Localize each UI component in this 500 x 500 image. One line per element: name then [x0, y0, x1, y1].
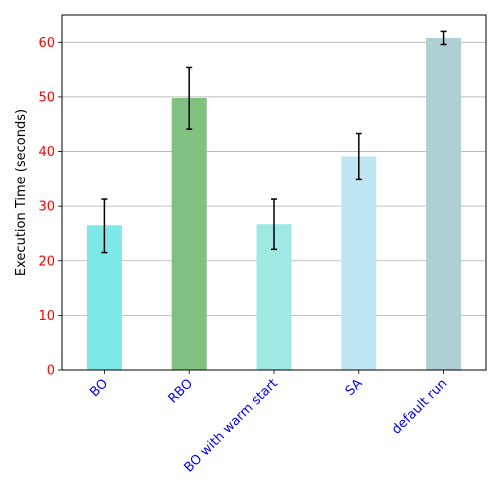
bar: [341, 156, 377, 370]
y-axis-label: Execution Time (seconds): [14, 109, 29, 276]
x-tick-label: BO with warm start: [181, 376, 280, 475]
y-axis-ticks: 0 10 20 30 40 50 60: [38, 36, 62, 379]
y-tick-label: 50: [38, 90, 55, 105]
x-tick-label: SA: [343, 376, 366, 399]
y-tick-label: 10: [38, 309, 55, 324]
y-tick-label: 40: [38, 145, 55, 160]
y-tick-label: 0: [47, 364, 55, 379]
y-tick-label: 60: [38, 36, 55, 51]
x-tick-label: default run: [389, 376, 450, 437]
bar: [426, 37, 462, 370]
bar: [171, 98, 207, 370]
error-bars: [101, 30, 447, 254]
x-tick-label: RBO: [166, 376, 196, 406]
y-tick-label: 20: [38, 254, 55, 269]
x-tick-label: BO: [87, 376, 111, 400]
bars: [86, 37, 462, 370]
y-tick-label: 30: [38, 200, 55, 215]
